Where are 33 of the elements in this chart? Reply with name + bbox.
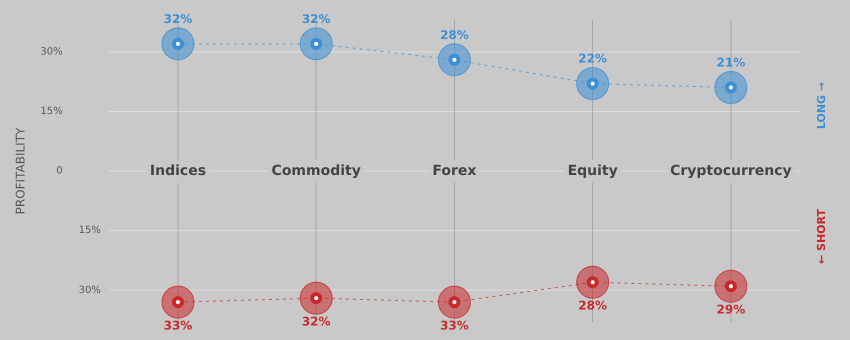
point bbox=[714, 71, 748, 104]
point bbox=[714, 270, 748, 303]
point bbox=[438, 286, 471, 319]
data-label: 28% bbox=[578, 298, 608, 312]
x-tick-label: Indices bbox=[150, 163, 206, 180]
point bbox=[300, 27, 333, 60]
data-label: 28% bbox=[440, 28, 469, 42]
point bbox=[161, 286, 194, 319]
text: LONG → bbox=[814, 82, 828, 130]
data-label: 33% bbox=[164, 318, 192, 332]
y2-tick-label: 15% bbox=[78, 225, 101, 236]
x-tick-label: Commodity bbox=[272, 163, 361, 180]
data-label: 32% bbox=[302, 12, 331, 26]
x-tick-label: Equity bbox=[568, 163, 618, 180]
text: ← SHORT bbox=[814, 208, 828, 264]
data-label: 33% bbox=[440, 318, 469, 332]
y-tick-label: 0 bbox=[56, 166, 63, 177]
y-axis-title: PROFITABILITY bbox=[13, 126, 28, 214]
data-label: 32% bbox=[302, 314, 331, 328]
x-tick-label: Forex bbox=[432, 163, 476, 180]
point bbox=[161, 27, 194, 60]
data-label: 22% bbox=[578, 52, 608, 66]
point bbox=[438, 43, 471, 76]
y2-tick-label: 30% bbox=[78, 284, 101, 296]
point bbox=[576, 67, 610, 100]
y-tick-label: 15% bbox=[40, 106, 63, 117]
data-label: 21% bbox=[716, 56, 746, 70]
y-tick-label: 30% bbox=[40, 46, 63, 58]
data-label: 29% bbox=[716, 302, 746, 316]
x-tick-label: Cryptocurrency bbox=[670, 163, 792, 180]
point bbox=[576, 266, 610, 299]
data-label: 32% bbox=[164, 12, 192, 26]
point bbox=[300, 282, 333, 315]
